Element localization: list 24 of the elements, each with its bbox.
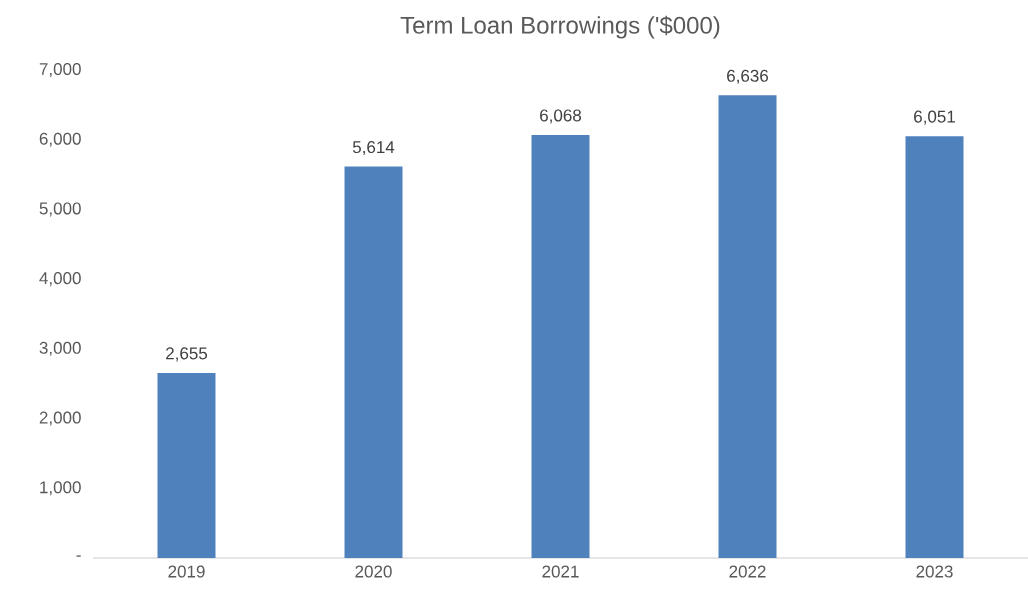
x-tick-label: 2022	[729, 565, 766, 578]
y-tick-label: 4,000	[39, 272, 81, 287]
data-label: 2,655	[166, 347, 208, 362]
data-label: 5,614	[352, 141, 395, 156]
data-label: 6,051	[914, 110, 955, 125]
y-tick-label: 1,000	[40, 481, 81, 496]
x-tick-label: 2019	[168, 565, 205, 578]
y-tick-label: -	[76, 555, 81, 557]
y-tick-label: 7,000	[39, 62, 81, 78]
x-tick-label: 2020	[355, 565, 392, 578]
y-tick-label: 6,000	[39, 132, 81, 147]
chart-title: Term Loan Borrowings ('$000)	[400, 15, 720, 39]
bar	[905, 136, 964, 558]
bar	[344, 166, 403, 558]
data-label: 6,636	[727, 69, 769, 84]
x-tick-label: 2023	[916, 565, 953, 578]
bar	[157, 372, 216, 558]
y-tick-label: 3,000	[39, 341, 81, 356]
data-label: 6,068	[540, 109, 582, 124]
bar	[718, 95, 777, 558]
x-tick-label: 2021	[542, 565, 579, 578]
bar	[531, 134, 590, 558]
y-tick-label: 5,000	[39, 202, 81, 217]
y-tick-label: 2,000	[39, 411, 81, 426]
